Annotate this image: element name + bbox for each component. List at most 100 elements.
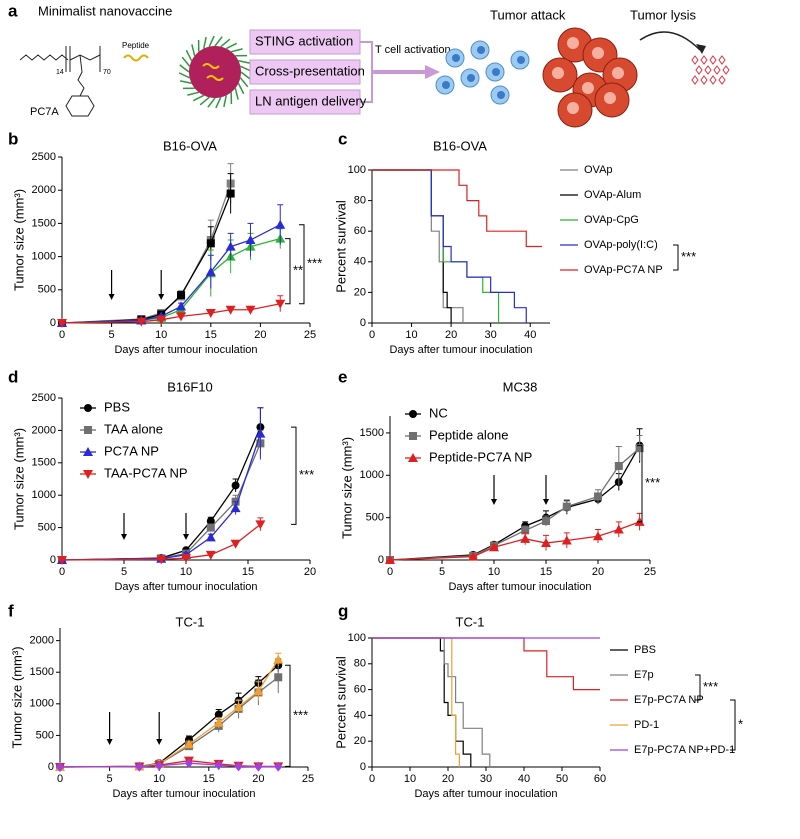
hair (240, 71, 251, 80)
core (189, 46, 241, 98)
fragment (718, 55, 726, 65)
y-tick-label: 0 (360, 317, 366, 329)
x-tick-label: 20 (304, 566, 316, 578)
panel-label: g (338, 601, 348, 620)
nanovaccine-title: Minimalist nanovaccine (38, 3, 172, 18)
y-tick-label: 1000 (360, 469, 384, 481)
hair (239, 77, 249, 88)
y-axis-label: Tumor size (mm³) (11, 428, 26, 530)
y-axis-label: Tumor size (mm³) (11, 189, 26, 291)
t-cell-nucleus (492, 68, 500, 76)
growth-line (61, 193, 232, 324)
y-tick-label: 0 (50, 317, 56, 329)
hair (202, 36, 207, 49)
function-box (249, 59, 361, 85)
marker (56, 762, 64, 772)
marker (205, 550, 216, 560)
survival-curve (372, 637, 600, 691)
marker (385, 555, 395, 564)
marker (184, 758, 193, 769)
y-tick-label: 0 (48, 761, 54, 773)
legend-label: NC (429, 405, 448, 420)
x-tick-label: 0 (59, 329, 65, 341)
side-chain (77, 54, 85, 97)
y-axis-label: Percent survival (333, 656, 348, 749)
marker (156, 315, 167, 325)
chain (19, 54, 69, 61)
marker (176, 312, 187, 322)
marker (225, 241, 236, 251)
x-tick-label: 20 (592, 566, 604, 578)
x-axis-label: Days after tumour inoculation (114, 344, 257, 356)
marker (255, 428, 266, 438)
marker (234, 761, 243, 772)
injection-arrow-head (543, 499, 549, 505)
t-cells (435, 40, 530, 105)
x-tick-label: 60 (594, 773, 606, 785)
y-tick-label: 2000 (32, 184, 56, 196)
survival-curve (372, 169, 543, 248)
tumor-nucleus (567, 37, 579, 49)
marker (226, 189, 235, 198)
hair (191, 44, 196, 56)
t-cell-nucleus (442, 81, 450, 89)
tumor-nucleus (567, 102, 579, 114)
lysis-label: Tumor lysis (630, 7, 696, 22)
y-tick-label: 100 (348, 632, 366, 644)
significance-label: *** (293, 707, 308, 722)
hair (192, 94, 205, 102)
x-tick-label: 0 (57, 773, 63, 785)
significance-bracket (695, 674, 701, 701)
survival-curve (372, 637, 491, 767)
y-tick-label: 80 (354, 658, 366, 670)
hair (208, 35, 215, 47)
legend-label: E7p-PC7A NP (634, 694, 704, 706)
function-label: Cross-presentation (255, 63, 365, 78)
injection-arrow-head (183, 534, 189, 540)
y-tick-label: 1500 (360, 427, 384, 439)
marker (409, 410, 417, 418)
x-tick-label: 10 (180, 566, 192, 578)
y-tick-label: 0 (360, 761, 366, 773)
chart-title: MC38 (503, 379, 538, 394)
function-label: LN antigen delivery (255, 93, 367, 108)
marker (635, 444, 644, 453)
hair (237, 82, 245, 95)
function-label: STING activation (255, 33, 353, 48)
hair (214, 36, 223, 47)
y-tick-label: 500 (366, 512, 384, 524)
significance-bracket (285, 238, 291, 305)
survival-curve (372, 169, 527, 323)
fragment (695, 65, 703, 75)
marker (255, 520, 266, 530)
y-tick-label: 2000 (30, 635, 54, 647)
legend-label: PBS (104, 399, 130, 414)
y-tick-label: 1000 (32, 489, 56, 501)
panel-label: b (8, 129, 18, 148)
activation-label: T cell activation (375, 44, 451, 56)
growth-line (389, 447, 641, 561)
x-tick-label: 15 (242, 566, 254, 578)
panel-label: d (8, 367, 18, 386)
marker (57, 556, 67, 565)
t-cell-nucleus (467, 74, 475, 82)
x-tick-label: 0 (369, 329, 375, 341)
legend-label: Peptide alone (429, 427, 509, 442)
growth-line (59, 659, 279, 768)
marker (206, 523, 215, 532)
injection-arrow-head (158, 294, 165, 300)
marker (205, 309, 216, 319)
y-tick-label: 40 (354, 256, 366, 268)
y-axis-label: Tumor size (mm³) (9, 646, 24, 748)
arrow-head (425, 65, 440, 79)
marker (614, 461, 623, 470)
y-tick-label: 60 (354, 225, 366, 237)
tumor (542, 27, 638, 128)
y-tick-label: 2000 (32, 424, 56, 436)
legend-label: OVAp-PC7A NP (584, 264, 663, 276)
marker (57, 319, 67, 328)
significance-label: ** (293, 263, 303, 278)
fragment (718, 75, 726, 85)
x-tick-label: 25 (644, 566, 656, 578)
